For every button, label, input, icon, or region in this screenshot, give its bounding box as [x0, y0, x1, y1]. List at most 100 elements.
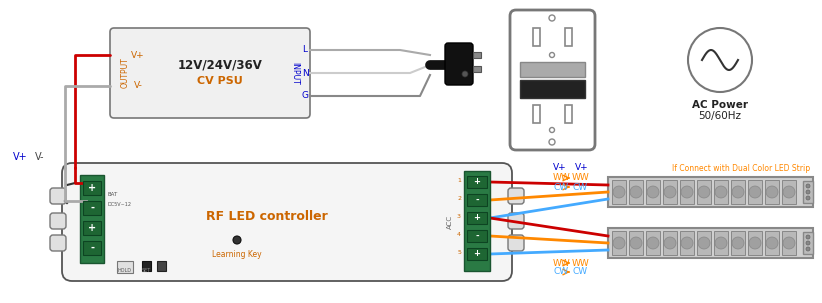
Text: If Connect with Dual Color LED Strip: If Connect with Dual Color LED Strip — [672, 164, 810, 173]
Text: +: + — [88, 223, 96, 233]
Bar — [731, 180, 745, 204]
Bar — [473, 66, 481, 72]
Bar — [467, 212, 487, 224]
Bar — [565, 28, 572, 46]
Bar — [782, 180, 796, 204]
Bar — [464, 171, 490, 271]
Circle shape — [688, 28, 752, 92]
Bar — [83, 201, 101, 215]
Text: 3: 3 — [457, 214, 461, 218]
Text: G: G — [302, 92, 308, 101]
Bar — [765, 180, 779, 204]
Circle shape — [613, 186, 625, 198]
Circle shape — [681, 186, 693, 198]
Text: -: - — [90, 203, 94, 213]
Bar — [612, 180, 626, 204]
Text: L: L — [302, 45, 307, 55]
Text: WW: WW — [572, 174, 589, 182]
Bar — [612, 231, 626, 255]
Text: AC Power: AC Power — [692, 100, 748, 110]
Text: CV PSU: CV PSU — [197, 76, 242, 86]
Bar — [714, 231, 728, 255]
FancyBboxPatch shape — [508, 213, 524, 229]
Bar — [533, 105, 540, 123]
Text: Learning Key: Learning Key — [212, 250, 262, 259]
Bar — [663, 231, 677, 255]
Circle shape — [613, 237, 625, 249]
Bar — [629, 180, 643, 204]
Text: V+: V+ — [132, 51, 145, 59]
Circle shape — [732, 186, 744, 198]
Circle shape — [681, 237, 693, 249]
Bar — [467, 248, 487, 260]
Text: V+: V+ — [553, 164, 566, 172]
Text: 5: 5 — [457, 249, 461, 255]
Text: CW: CW — [553, 268, 568, 277]
Text: HOLD: HOLD — [117, 268, 131, 274]
Text: DC5V~12: DC5V~12 — [107, 202, 131, 208]
FancyBboxPatch shape — [62, 163, 512, 281]
Circle shape — [549, 139, 555, 145]
Bar — [697, 180, 711, 204]
Text: 1: 1 — [457, 178, 461, 182]
Circle shape — [783, 186, 795, 198]
Text: N: N — [302, 68, 308, 78]
Text: ACC: ACC — [447, 215, 453, 229]
Bar — [467, 176, 487, 188]
Bar — [520, 62, 585, 77]
FancyBboxPatch shape — [445, 43, 473, 85]
FancyBboxPatch shape — [508, 235, 524, 251]
Text: V+: V+ — [13, 152, 28, 162]
Circle shape — [664, 237, 676, 249]
Circle shape — [783, 237, 795, 249]
Text: WW: WW — [553, 174, 570, 182]
Circle shape — [462, 71, 468, 77]
Text: V+: V+ — [575, 164, 589, 172]
Circle shape — [766, 186, 778, 198]
Circle shape — [630, 186, 642, 198]
Text: V-: V- — [35, 152, 44, 162]
Circle shape — [806, 190, 810, 194]
Text: +: + — [473, 178, 481, 187]
Bar — [731, 231, 745, 255]
Bar — [803, 232, 813, 254]
Bar — [473, 52, 481, 58]
Text: CW: CW — [572, 182, 587, 191]
Circle shape — [664, 186, 676, 198]
Text: 2: 2 — [457, 195, 461, 201]
Circle shape — [806, 196, 810, 200]
Text: -: - — [475, 195, 478, 205]
Text: CW: CW — [553, 182, 568, 191]
Bar — [680, 231, 694, 255]
Bar — [83, 241, 101, 255]
Text: OUTPUT: OUTPUT — [121, 58, 130, 88]
Bar — [520, 80, 585, 98]
Text: RF LED controller: RF LED controller — [206, 211, 328, 224]
Text: -: - — [90, 243, 94, 253]
Bar — [83, 221, 101, 235]
Bar — [646, 231, 660, 255]
Circle shape — [732, 237, 744, 249]
Text: +: + — [473, 214, 481, 222]
Text: V-: V- — [133, 82, 142, 91]
Bar — [608, 228, 813, 258]
FancyBboxPatch shape — [50, 213, 66, 229]
Text: -: - — [475, 231, 478, 241]
FancyBboxPatch shape — [508, 188, 524, 204]
Bar — [467, 194, 487, 206]
Bar — [765, 231, 779, 255]
Circle shape — [647, 237, 659, 249]
Text: INPUT: INPUT — [290, 62, 299, 84]
FancyBboxPatch shape — [110, 28, 310, 118]
Bar — [80, 175, 104, 263]
Circle shape — [806, 235, 810, 239]
Text: CW: CW — [572, 268, 587, 277]
Circle shape — [549, 15, 555, 21]
Circle shape — [647, 186, 659, 198]
Bar — [748, 180, 762, 204]
FancyBboxPatch shape — [50, 235, 66, 251]
Bar — [533, 28, 540, 46]
Bar — [646, 180, 660, 204]
Bar — [608, 177, 813, 207]
Bar — [663, 180, 677, 204]
